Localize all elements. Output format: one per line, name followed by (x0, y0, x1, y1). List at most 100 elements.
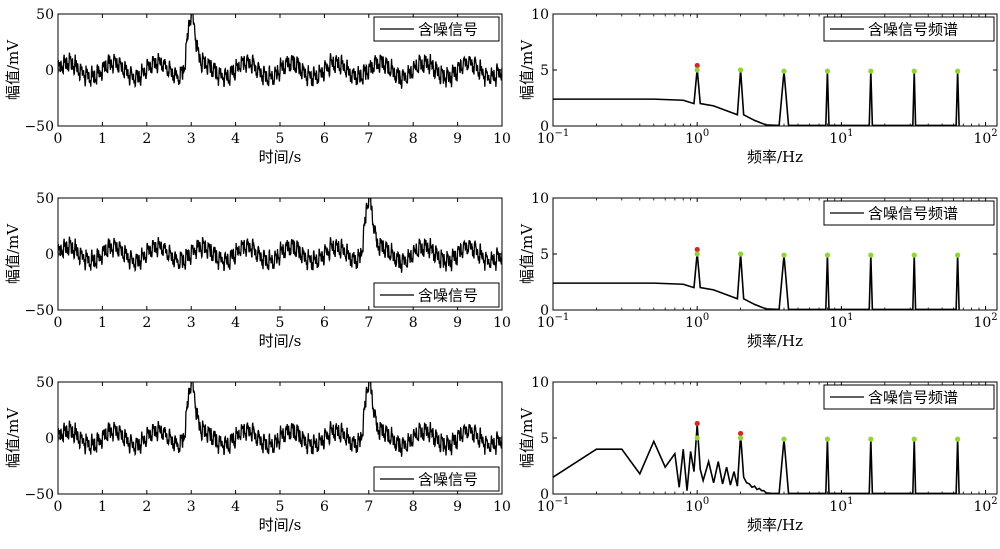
x-tick-label: 1 (98, 499, 107, 515)
legend-label: 含噪信号频谱 (868, 21, 958, 39)
y-tick-label: −50 (24, 487, 54, 503)
x-axis-label: 时间/s (259, 148, 302, 166)
x-tick-label: 101 (829, 312, 853, 331)
y-tick-label: 5 (540, 431, 549, 447)
x-tick-label: 2 (142, 131, 151, 147)
y-tick-label: 10 (531, 191, 549, 207)
chart-panel-6: 10−1 100 101 102 0 5 10 频率/Hz 幅值/mV 含噪信号频谱 (518, 375, 998, 534)
x-tick-label: 5 (276, 499, 285, 515)
peak-marker-green (955, 68, 961, 74)
x-tick-label: 4 (231, 499, 240, 515)
y-axis-label: 幅值/mV (4, 39, 22, 100)
y-axis-label: 幅值/mV (518, 407, 536, 468)
x-tick-label: 9 (453, 131, 462, 147)
chart-panel-2: 10−1 100 101 102 0 5 10 频率/Hz 幅值/mV 含噪信号频谱 (518, 7, 998, 166)
legend: 含噪信号频谱 (823, 200, 995, 226)
legend-box (373, 466, 500, 492)
x-tick-label: 6 (320, 499, 329, 515)
x-tick-label: 0 (54, 131, 63, 147)
y-tick-label: 50 (36, 375, 54, 391)
x-tick-label: 4 (231, 131, 240, 147)
x-tick-label: 5 (276, 131, 285, 147)
x-tick-label: 7 (364, 315, 373, 331)
x-tick-label: 3 (187, 131, 196, 147)
x-tick-label: 9 (453, 499, 462, 515)
legend: 含噪信号频谱 (823, 16, 995, 42)
peak-marker-green (738, 67, 744, 73)
series-line (553, 252, 960, 310)
x-tick-label: 6 (320, 315, 329, 331)
peak-marker-green (781, 68, 787, 74)
x-tick-label: 102 (973, 128, 997, 147)
peak-marker-green (911, 68, 917, 74)
peak-marker-red (694, 62, 700, 69)
x-axis-label: 频率/Hz (747, 332, 803, 350)
x-axis-label: 频率/Hz (747, 148, 803, 166)
peak-marker-green (694, 251, 700, 257)
peak-marker-green (738, 435, 744, 441)
x-tick-label: 1 (98, 315, 107, 331)
chart-panel-4: 10−1 100 101 102 0 5 10 频率/Hz 幅值/mV 含噪信号频谱 (518, 191, 998, 350)
x-tick-label: 10−1 (537, 312, 570, 331)
y-tick-label: 50 (36, 7, 54, 23)
y-tick-label: 0 (540, 303, 549, 319)
x-tick-label: 4 (231, 315, 240, 331)
series-line (553, 424, 960, 494)
x-tick-label: 0 (54, 315, 63, 331)
x-tick-label: 3 (187, 499, 196, 515)
peak-marker-green (911, 436, 917, 442)
x-tick-label: 10 (493, 315, 511, 331)
x-tick-label: 5 (276, 315, 285, 331)
x-tick-label: 2 (142, 315, 151, 331)
x-tick-label: 3 (187, 315, 196, 331)
x-tick-label: 101 (829, 496, 853, 515)
peak-marker-green (868, 436, 874, 442)
x-tick-label: 10−1 (537, 128, 570, 147)
legend-label: 含噪信号 (418, 471, 478, 489)
peak-marker-red (738, 430, 744, 437)
peak-marker-green (868, 252, 874, 258)
x-tick-label: 10 (493, 131, 511, 147)
x-tick-label: 100 (685, 496, 709, 515)
y-tick-label: 5 (540, 63, 549, 79)
peak-marker-green (781, 252, 787, 258)
peak-marker-green (694, 435, 700, 441)
x-tick-label: 8 (409, 499, 418, 515)
peak-marker-green (911, 252, 917, 258)
series-line (553, 68, 960, 126)
y-axis-label: 幅值/mV (518, 39, 536, 100)
x-tick-label: 7 (364, 131, 373, 147)
legend-label: 含噪信号 (418, 287, 478, 305)
legend: 含噪信号 (373, 16, 500, 42)
peak-marker-green (824, 436, 831, 442)
peak-marker-green (824, 252, 831, 258)
y-tick-label: 10 (531, 375, 549, 391)
x-tick-label: 100 (685, 128, 709, 147)
y-tick-label: 0 (45, 247, 54, 263)
y-tick-label: −50 (24, 303, 54, 319)
x-tick-label: 9 (453, 315, 462, 331)
y-tick-label: 0 (540, 487, 549, 503)
legend-label: 含噪信号 (418, 21, 478, 39)
legend: 含噪信号 (373, 466, 500, 492)
x-tick-label: 101 (829, 128, 853, 147)
legend: 含噪信号频谱 (823, 384, 995, 410)
y-axis-label: 幅值/mV (4, 223, 22, 284)
y-tick-label: 0 (45, 63, 54, 79)
x-tick-label: 102 (973, 496, 997, 515)
y-tick-label: 10 (531, 7, 549, 23)
peak-marker-red (694, 246, 700, 253)
x-tick-label: 10 (493, 499, 511, 515)
y-tick-label: 0 (540, 119, 549, 135)
y-axis-label: 幅值/mV (518, 223, 536, 284)
peak-marker-green (781, 436, 787, 442)
x-axis-label: 时间/s (259, 516, 302, 534)
legend: 含噪信号 (373, 282, 500, 308)
x-tick-label: 8 (409, 315, 418, 331)
legend-label: 含噪信号频谱 (868, 389, 958, 407)
peak-marker-green (868, 68, 874, 74)
x-tick-label: 6 (320, 131, 329, 147)
x-tick-label: 10−1 (537, 496, 570, 515)
